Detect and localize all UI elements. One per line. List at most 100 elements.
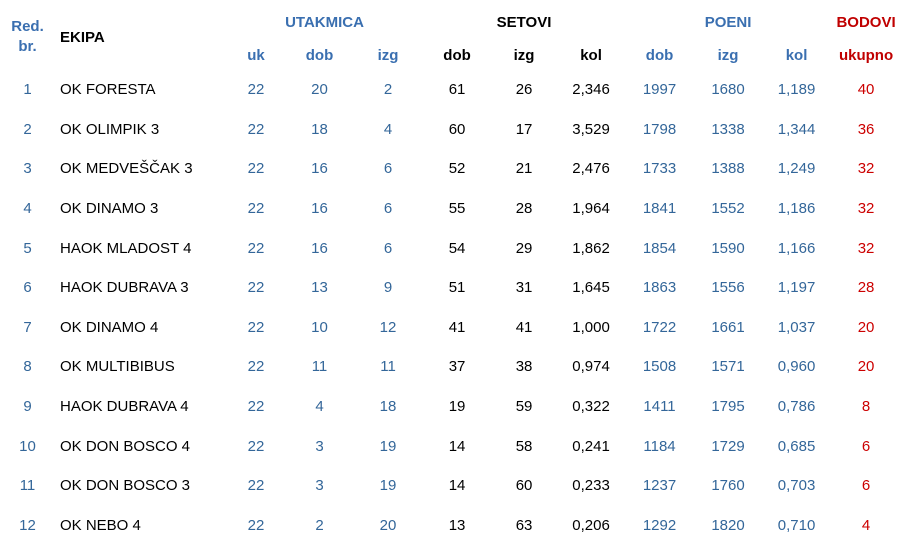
cell-poeni-kol: 0,710 [777,516,816,534]
table-row: 6 HAOK DUBRAVA 3 22 13 9 51 31 1,645 1863 1556 1,1… [0,268,901,308]
cell-setovi-dob: 37 [448,358,466,376]
cell-setovi-dob: 13 [448,516,466,534]
cell-setovi-dob: 14 [448,437,466,455]
table-row: 12 OK NEBO 4 22 2 20 13 63 0,206 1292 1820 0,710 4 [0,506,901,546]
cell-utakmica-uk: 22 [247,477,265,495]
cell-utakmica-uk: 22 [247,160,265,178]
cell-poeni-dob: 1184 [643,437,676,455]
cell-setovi-izg: 28 [515,200,533,218]
cell-bodovi-ukupno: 4 [861,516,871,534]
cell-team: OK MEDVEŠČAK 3 [60,160,193,178]
header-poeni-kol: kol [785,46,808,64]
cell-utakmica-dob: 10 [311,318,328,336]
cell-utakmica-uk: 22 [247,358,265,376]
header-poeni-izg: izg [717,46,739,64]
cell-utakmica-dob: 18 [311,120,328,138]
cell-poeni-izg: 1760 [711,477,745,495]
cell-rank: 3 [23,160,32,178]
cell-poeni-kol: 1,186 [777,200,816,218]
cell-poeni-izg: 1795 [711,398,745,416]
cell-poeni-kol: 1,189 [777,81,816,99]
cell-setovi-kol: 1,862 [572,239,610,257]
cell-setovi-kol: 1,000 [572,318,610,336]
cell-poeni-dob: 1722 [642,318,677,336]
table-row: 2 OK OLIMPIK 3 22 18 4 60 17 3,529 1798 1338 1,344… [0,110,901,150]
cell-poeni-kol: 1,197 [777,279,816,297]
header-setovi-dob: dob [443,46,471,64]
cell-rank: 2 [23,120,32,138]
cell-poeni-kol: 0,786 [777,398,816,416]
cell-setovi-izg: 41 [515,318,533,336]
cell-setovi-dob: 55 [448,200,466,218]
cell-team: OK DON BOSCO 3 [60,477,191,495]
cell-setovi-izg: 60 [515,477,533,495]
cell-setovi-kol: 2,476 [572,160,610,178]
cell-poeni-dob: 1237 [642,477,677,495]
cell-bodovi-ukupno: 28 [857,279,875,297]
cell-utakmica-izg: 6 [383,160,393,178]
cell-team: OK DON BOSCO 4 [60,437,191,455]
cell-utakmica-dob: 2 [315,516,324,534]
cell-poeni-kol: 1,249 [777,160,816,178]
cell-utakmica-izg: 6 [383,239,393,257]
cell-setovi-kol: 1,645 [572,279,610,297]
cell-poeni-kol: 0,960 [777,358,816,376]
cell-bodovi-ukupno: 20 [857,358,875,376]
cell-poeni-dob: 1798 [642,120,677,138]
cell-utakmica-izg: 19 [379,477,397,495]
cell-utakmica-dob: 3 [315,477,324,495]
cell-setovi-kol: 1,964 [572,200,610,218]
cell-utakmica-izg: 18 [379,398,397,416]
cell-setovi-izg: 17 [515,120,533,138]
cell-bodovi-ukupno: 36 [857,120,875,138]
header-setovi-izg: izg [513,46,535,64]
cell-setovi-izg: 63 [515,516,533,534]
cell-setovi-izg: 31 [515,279,533,297]
table-row: 8 OK MULTIBIBUS 22 11 11 37 38 0,974 1508 1571 0,9… [0,347,901,387]
cell-setovi-dob: 41 [448,318,466,336]
cell-bodovi-ukupno: 6 [861,477,871,495]
cell-rank: 12 [19,516,36,534]
cell-utakmica-uk: 22 [247,120,265,138]
cell-utakmica-dob: 16 [311,239,328,257]
cell-poeni-dob: 1997 [642,81,677,99]
cell-poeni-dob: 1411 [643,398,676,416]
header-utakmica-uk: uk [247,46,265,64]
cell-setovi-dob: 52 [448,160,466,178]
cell-setovi-kol: 0,322 [572,398,610,416]
cell-utakmica-izg: 4 [383,120,393,138]
cell-bodovi-ukupno: 8 [861,398,871,416]
cell-utakmica-dob: 20 [311,81,328,99]
cell-setovi-kol: 0,206 [572,516,610,534]
cell-poeni-izg: 1680 [711,81,745,99]
cell-setovi-dob: 54 [448,239,466,257]
table-row: 1 OK FORESTA 22 20 2 61 26 2,346 1997 1680 1,189 40 [0,70,901,110]
cell-utakmica-izg: 12 [379,318,397,336]
standings-table: Red. br. EKIPA UTAKMICA SETOVI POENI BODO… [0,4,901,545]
cell-poeni-dob: 1841 [642,200,677,218]
cell-team: HAOK DUBRAVA 4 [60,398,189,416]
cell-setovi-kol: 0,241 [572,437,610,455]
cell-poeni-dob: 1854 [642,239,677,257]
header-rank-line1: Red. [11,17,44,35]
cell-setovi-dob: 51 [448,279,466,297]
cell-setovi-kol: 0,233 [572,477,610,495]
table-row: 3 OK MEDVEŠČAK 3 22 16 6 52 21 2,476 1733 1388 1,2… [0,149,901,189]
cell-setovi-izg: 21 [515,160,533,178]
cell-setovi-kol: 2,346 [572,81,610,99]
cell-utakmica-dob: 13 [311,279,328,297]
cell-utakmica-dob: 16 [311,160,328,178]
cell-poeni-izg: 1571 [711,358,745,376]
cell-poeni-kol: 0,685 [777,437,816,455]
cell-team: OK DINAMO 3 [60,200,159,218]
header-group-bodovi: BODOVI [836,13,896,31]
cell-bodovi-ukupno: 6 [861,437,871,455]
cell-utakmica-dob: 16 [311,200,328,218]
cell-utakmica-izg: 9 [383,279,393,297]
table-row: 4 OK DINAMO 3 22 16 6 55 28 1,964 1841 1552 1,186 3… [0,189,901,229]
table-header: Red. br. EKIPA UTAKMICA SETOVI POENI BODO… [0,4,901,70]
cell-team: OK FORESTA [60,81,156,99]
cell-team: OK OLIMPIK 3 [60,120,160,138]
cell-utakmica-dob: 11 [311,358,328,376]
